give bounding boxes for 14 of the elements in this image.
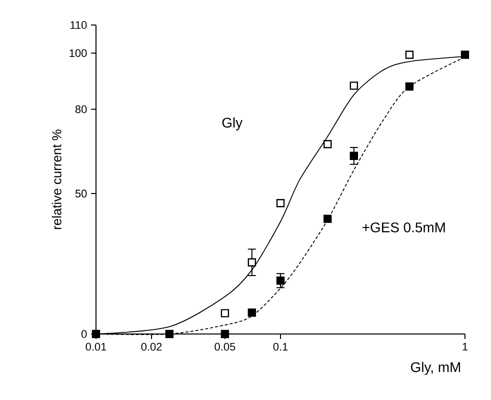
y-axis-title: relative current % [52, 130, 62, 230]
x-tick-label: 0.02 [141, 342, 162, 351]
x-tick-label: 1 [462, 342, 468, 350]
y-tick-label: 110 [70, 21, 87, 29]
annotation: Gly [222, 117, 243, 130]
x-tick-label: 0.05 [214, 342, 236, 351]
y-tick-label: 80 [75, 105, 87, 114]
x-axis-title: Gly, mM [410, 362, 460, 375]
y-tick-label: 50 [75, 190, 87, 198]
x-tick-label: 0.01 [86, 342, 106, 351]
text: +GES 0.5mM [362, 222, 445, 232]
y-tick-label: 100 [70, 49, 87, 57]
x-tick-label: 0.1 [273, 342, 288, 351]
y-tick-label: 0 [81, 330, 87, 338]
